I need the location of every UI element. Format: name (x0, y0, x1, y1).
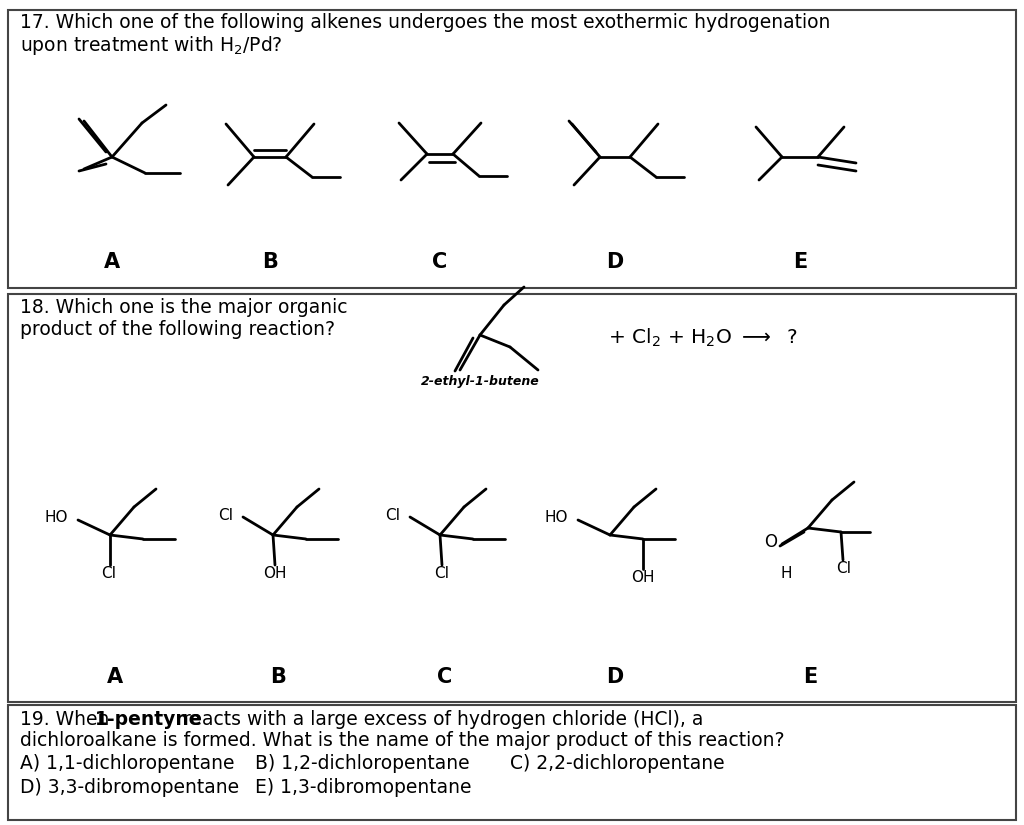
Text: B) 1,2-dichloropentane: B) 1,2-dichloropentane (255, 754, 470, 773)
Text: C: C (437, 667, 453, 687)
Text: OH: OH (263, 566, 287, 581)
Text: A: A (106, 667, 123, 687)
Text: B: B (270, 667, 286, 687)
Text: CI: CI (434, 566, 450, 581)
Text: + Cl$_2$ + H$_2$O $\longrightarrow$  ?: + Cl$_2$ + H$_2$O $\longrightarrow$ ? (608, 327, 798, 349)
Bar (8, 294, 1016, 702)
Text: dichloroalkane is formed. What is the name of the major product of this reaction: dichloroalkane is formed. What is the na… (20, 731, 784, 750)
Text: D) 3,3-dibromopentane: D) 3,3-dibromopentane (20, 778, 240, 797)
Text: E) 1,3-dibromopentane: E) 1,3-dibromopentane (255, 778, 471, 797)
Text: C) 2,2-dichloropentane: C) 2,2-dichloropentane (510, 754, 725, 773)
Text: 18. Which one is the major organic: 18. Which one is the major organic (20, 298, 347, 317)
Text: reacts with a large excess of hydrogen chloride (HCl), a: reacts with a large excess of hydrogen c… (177, 710, 703, 729)
Text: C: C (432, 252, 447, 272)
Text: upon treatment with H$_2$/Pd?: upon treatment with H$_2$/Pd? (20, 34, 283, 57)
Text: E: E (803, 667, 817, 687)
Text: E: E (793, 252, 807, 272)
Text: 2-ethyl-1-butene: 2-ethyl-1-butene (421, 375, 540, 388)
Text: A) 1,1-dichloropentane: A) 1,1-dichloropentane (20, 754, 234, 773)
Text: CI: CI (101, 566, 117, 581)
Text: H: H (780, 566, 792, 581)
Text: CI: CI (385, 507, 400, 522)
Text: A: A (104, 252, 120, 272)
Text: 19. When: 19. When (20, 710, 116, 729)
Text: OH: OH (631, 570, 654, 585)
Bar (8, 10, 1016, 288)
Text: D: D (606, 252, 624, 272)
Text: B: B (262, 252, 278, 272)
Text: 17. Which one of the following alkenes undergoes the most exothermic hydrogenati: 17. Which one of the following alkenes u… (20, 13, 830, 32)
Text: CI: CI (218, 507, 233, 522)
Text: product of the following reaction?: product of the following reaction? (20, 320, 335, 339)
Text: HO: HO (545, 510, 568, 525)
Text: D: D (606, 667, 624, 687)
Text: 1-pentyne: 1-pentyne (95, 710, 203, 729)
Text: CI: CI (837, 561, 852, 576)
Text: HO: HO (44, 510, 68, 525)
Bar (8, 705, 1016, 820)
Text: O: O (764, 533, 777, 551)
